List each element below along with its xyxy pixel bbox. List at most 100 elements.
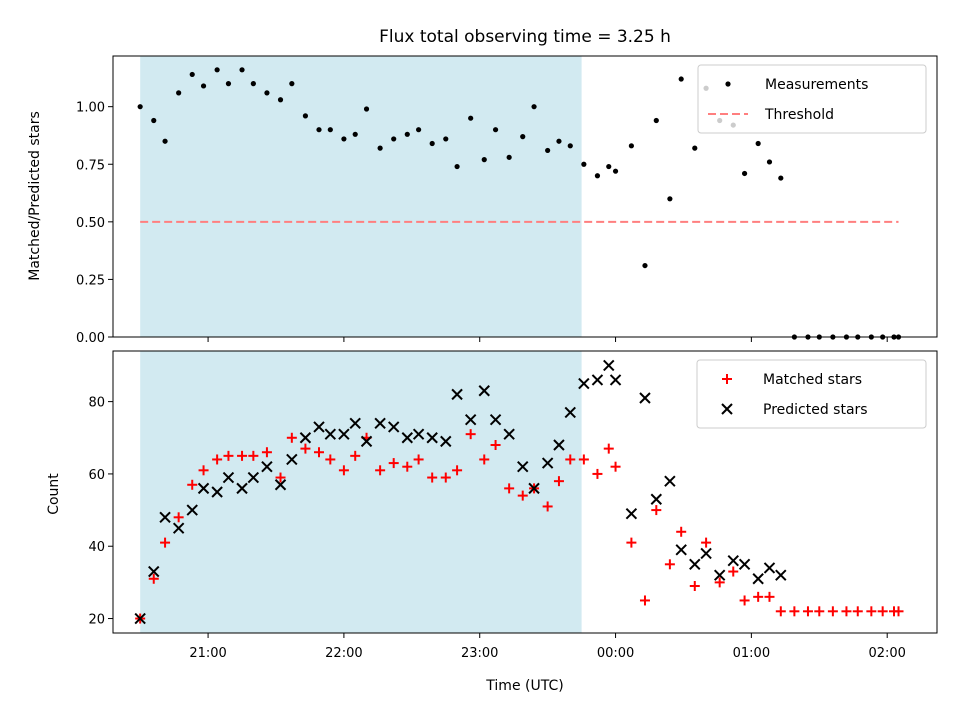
predicted-point-b [517,460,529,473]
predicted-point [541,457,554,469]
predicted-point [675,544,687,556]
predicted-point-b [478,385,490,397]
measurement-point [363,106,370,112]
measurement-point [642,262,648,269]
predicted-point-b [775,569,787,581]
predicted-point-b [247,471,260,484]
matched-point [789,606,800,617]
legend-predicted-cross-b [721,403,733,415]
matched-point [578,454,589,465]
measurement-point [454,163,460,170]
matched-point [639,595,650,606]
predicted-point [763,562,776,574]
predicted-point [578,377,590,390]
predicted-point-b [222,471,235,484]
top-legend-box [697,64,927,134]
predicted-point-b [451,388,463,401]
predicted-point [528,482,540,495]
predicted-point-b [639,392,651,404]
measurement-point [594,173,601,179]
matched-point [479,454,490,465]
matched-point [300,443,311,454]
matched-point [676,526,687,537]
predicted-point-b [387,421,400,433]
measurement-point [755,140,761,147]
predicted-point-b [412,428,425,440]
predicted-point [313,421,325,433]
predicted-point [440,435,452,448]
matched-point [338,465,349,476]
top-y-tick-label: 0.75 [76,158,105,173]
matched-point [603,443,614,454]
measurement-point [481,157,487,163]
matched-point [802,606,813,617]
predicted-point [503,428,515,440]
bottom-x-tick-label: 02:00 [868,646,905,661]
predicted-point-b [464,413,477,426]
matched-point [261,447,272,458]
top-legend: Measurements Threshold [697,64,927,134]
measurement-point [416,127,422,133]
bottom-plot-frame [112,350,938,634]
measurement-point [316,127,322,133]
measurement-point [352,131,358,137]
matched-point [402,461,413,472]
predicted-point [478,385,490,397]
predicted-point-b [738,558,751,571]
predicted-point-b [440,435,452,448]
top-panel: 0.00 0.25 0.50 0.75 1.00 Matched/Predicted s… [27,55,938,346]
top-y-tick-label: 0.00 [76,331,105,346]
predicted-point-b [401,432,413,444]
predicted-point-b [374,417,386,430]
matched-point [764,591,775,602]
predicted-point [639,392,651,404]
predicted-point-b [713,569,726,581]
predicted-point-b [752,573,764,585]
predicted-point-b [159,511,171,524]
bottom-y-tick-label: 80 [88,396,105,411]
measurement-point [567,143,573,149]
legend-predicted-label: Predicted stars [763,402,868,418]
predicted-point [172,522,185,534]
predicted-point-b [211,486,223,498]
predicted-point-b [689,558,701,571]
predicted-point [412,428,425,440]
predicted-point [564,406,576,419]
bottom-y-axis-label: Count [46,473,62,515]
predicted-point-b [236,482,248,495]
predicted-point-b [553,439,565,451]
top-y-tick-label: 1.00 [76,101,105,116]
legend-matched-marker [722,374,732,384]
predicted-point [650,493,663,505]
top-x-ticks [207,337,888,342]
predicted-point-b [625,507,638,520]
predicted-point [775,569,787,581]
measurement-point [277,97,284,103]
measurement-point [289,81,295,87]
bottom-x-axis-label: Time (UTC) [485,678,563,694]
matched-point [452,465,463,476]
measurement-point [429,140,435,147]
predicted-point [727,554,739,567]
predicted-point-b [609,374,622,386]
predicted-point [338,428,350,440]
predicted-point-b [763,562,776,574]
measurement-point [692,145,698,151]
predicted-point [603,359,615,372]
bottom-marks [134,359,904,625]
predicted-point-b [541,457,554,469]
predicted-point [299,432,312,444]
measurement-point [443,136,449,142]
top-plot-frame [112,55,938,338]
predicted-point [738,558,751,571]
predicted-point [426,432,438,444]
predicted-point [247,471,260,484]
matched-point [565,454,576,465]
top-shaded-span [140,56,582,337]
predicted-point [664,475,676,487]
legend-matched-label: Matched stars [763,372,862,388]
matched-point [388,458,399,469]
bottom-x-tick-label: 01:00 [733,646,770,661]
predicted-point [591,374,604,386]
